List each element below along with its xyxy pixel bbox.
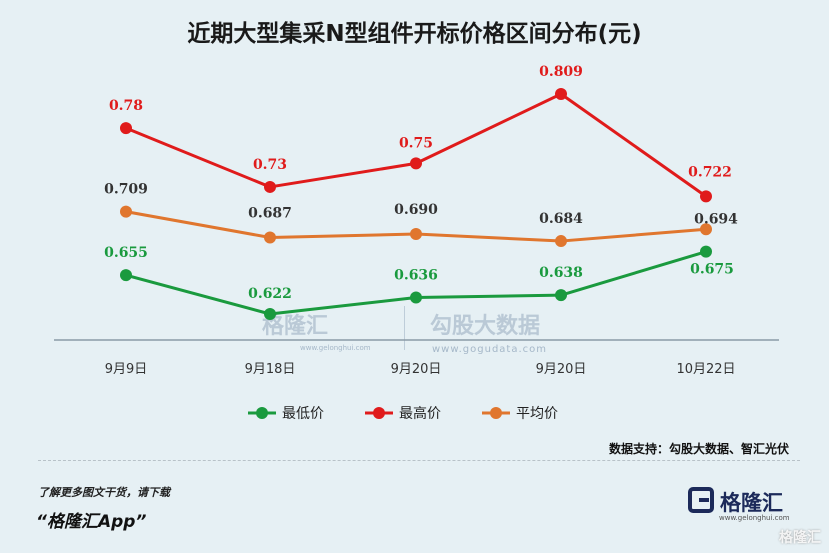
corner-watermark: 格隆汇 <box>779 530 821 546</box>
data-point <box>555 235 567 248</box>
data-point <box>120 205 132 218</box>
data-point <box>410 157 422 170</box>
x-tick-label: 9月9日 <box>105 362 148 377</box>
data-point <box>700 245 712 258</box>
promo-line-2: “格隆汇App” <box>36 512 147 532</box>
chart-title: 近期大型集采N型组件开标价格区间分布(元) <box>187 21 642 47</box>
data-label: 0.687 <box>248 206 292 222</box>
data-point <box>264 231 276 244</box>
data-label: 0.73 <box>253 157 287 173</box>
data-label: 0.709 <box>104 182 148 198</box>
logo-url: www.gelonghui.com <box>719 514 790 522</box>
legend-label: 最低价 <box>282 406 324 422</box>
gelonghui-logo-icon <box>688 487 714 513</box>
logo-name: 格隆汇 <box>720 491 783 515</box>
data-label: 0.655 <box>104 245 148 261</box>
divider <box>38 460 800 461</box>
data-point <box>120 122 132 135</box>
data-label: 0.638 <box>539 265 583 281</box>
data-label: 0.809 <box>539 64 583 80</box>
watermark-gogudata-url: www.gogudata.com <box>432 344 548 355</box>
data-point <box>700 223 712 236</box>
data-label: 0.636 <box>394 268 438 284</box>
data-point <box>264 180 276 193</box>
data-point <box>410 291 422 304</box>
x-tick-label: 9月20日 <box>536 362 587 377</box>
data-source: 数据支持：勾股大数据、智汇光伏 <box>608 442 789 456</box>
data-point <box>555 289 567 302</box>
data-point <box>555 88 567 100</box>
data-label: 0.690 <box>394 202 438 218</box>
data-label: 0.675 <box>690 262 734 278</box>
data-label: 0.78 <box>109 98 143 114</box>
x-tick-label: 9月20日 <box>391 362 442 377</box>
data-label: 0.684 <box>539 211 583 227</box>
x-tick-label: 10月22日 <box>676 362 735 377</box>
data-point <box>410 228 422 240</box>
legend-label: 最高价 <box>399 405 441 422</box>
watermark-gogudata: 勾股大数据 <box>430 314 541 339</box>
data-point <box>120 269 132 282</box>
legend-marker <box>373 407 385 419</box>
legend-marker <box>490 407 502 419</box>
data-label: 0.622 <box>248 286 292 302</box>
watermark-gelonghui-url: www.gelonghui.com <box>300 344 371 352</box>
data-point <box>700 190 712 203</box>
legend-marker <box>256 407 268 419</box>
legend-label: 平均价 <box>516 406 558 422</box>
data-label: 0.694 <box>694 211 738 227</box>
data-label: 0.722 <box>688 164 732 180</box>
line-chart: 9月9日 9月18日 9月20日 9月20日 10月22日 0.655 0.622 0.636… <box>54 64 779 422</box>
promo-line-1: 了解更多图文干货，请下载 <box>38 486 170 499</box>
data-point <box>264 308 276 320</box>
x-tick-label: 9月18日 <box>245 362 296 377</box>
data-label: 0.75 <box>399 135 433 151</box>
watermark-separator <box>404 306 405 350</box>
